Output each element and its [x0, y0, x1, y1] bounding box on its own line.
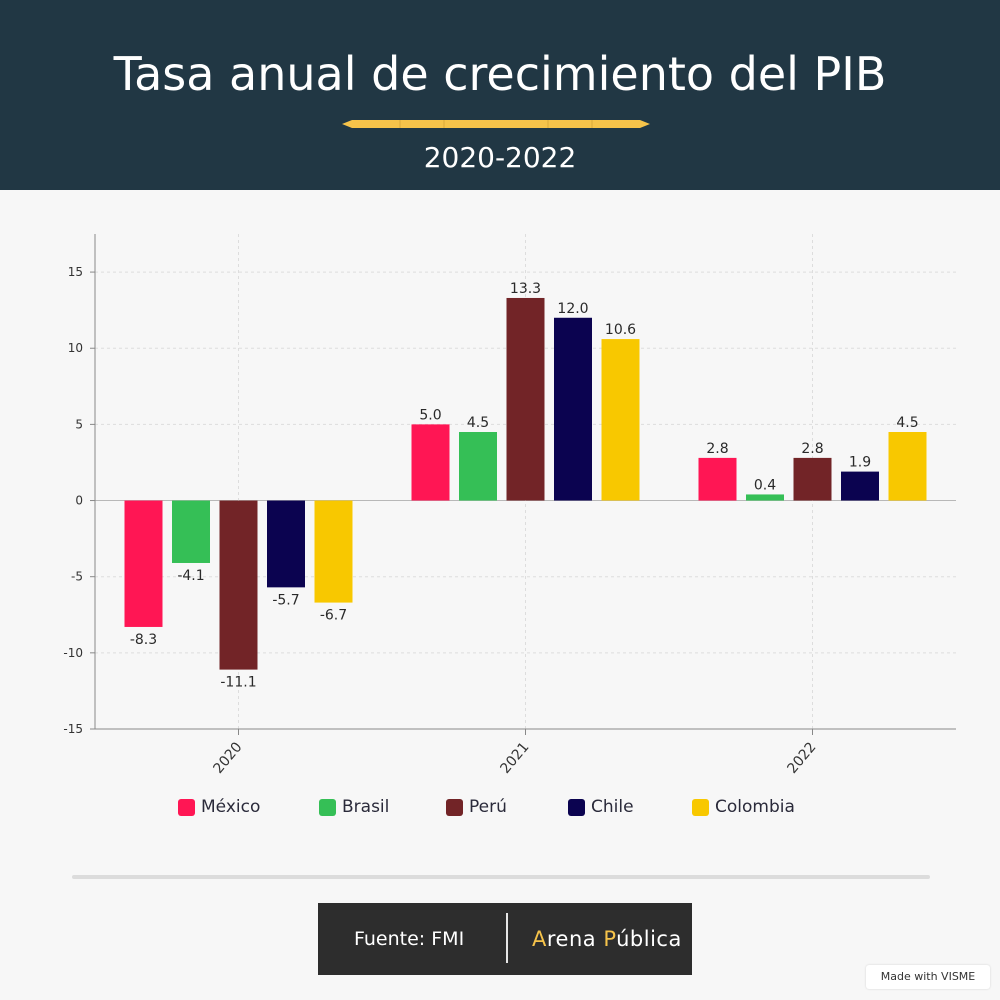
y-tick-label: 10 — [68, 341, 83, 355]
y-tick-label: 15 — [68, 265, 83, 279]
pencil-divider-icon — [342, 120, 650, 128]
data-label: 12.0 — [557, 301, 588, 317]
data-label: -6.7 — [320, 608, 347, 624]
data-label: -5.7 — [272, 592, 299, 608]
bar — [793, 457, 832, 501]
footer-box: Fuente: FMI Arena Pública — [318, 903, 692, 975]
data-label: 1.9 — [849, 455, 871, 471]
bar — [888, 432, 927, 501]
legend-item: Brasil — [319, 795, 389, 819]
brand-text-2: ública — [616, 927, 682, 951]
legend-swatch — [568, 798, 585, 816]
brand-letter-p: P — [603, 927, 617, 951]
made-with-badge[interactable]: Made with VISME — [866, 965, 990, 989]
legend-label: Perú — [469, 797, 507, 817]
legend-swatch — [446, 798, 463, 816]
legend-swatch — [178, 798, 195, 816]
bar — [459, 432, 497, 501]
y-tick-label: 0 — [75, 494, 83, 508]
bar-chart: -8.3 -4.1 -11.1 -5.7 -6.7 5.0 4.5 13.3 12.0 10.6 2… — [63, 234, 956, 777]
x-tick-label: 2020 — [210, 739, 245, 777]
data-label: -4.1 — [177, 568, 204, 584]
brand-letter-a: A — [532, 927, 547, 951]
data-label: 2.8 — [801, 441, 823, 457]
bar — [746, 494, 784, 501]
bar — [841, 471, 879, 501]
legend-item: Perú — [446, 795, 507, 819]
legend-label: Colombia — [715, 797, 795, 817]
legend-item: Colombia — [692, 795, 795, 819]
legend-label: Chile — [591, 797, 634, 817]
legend-swatch — [319, 798, 336, 816]
y-tick-label: 5 — [75, 417, 83, 431]
data-label: 5.0 — [419, 407, 441, 423]
separator-line — [72, 875, 930, 879]
bar — [172, 500, 210, 563]
legend-item: México — [178, 795, 260, 819]
bar — [124, 500, 163, 627]
chart-subtitle: 2020-2022 — [423, 141, 577, 174]
legend-swatch — [692, 798, 709, 816]
legend-item: Chile — [568, 795, 634, 819]
bar — [411, 424, 450, 501]
y-tick-label: -10 — [63, 646, 83, 660]
footer-divider — [506, 913, 508, 963]
data-label: 0.4 — [754, 477, 776, 493]
data-label: 13.3 — [510, 281, 541, 297]
chart-title: Tasa anual de crecimiento del PIB — [113, 47, 887, 101]
bar — [219, 500, 258, 670]
bar — [506, 297, 545, 501]
data-label: -8.3 — [130, 632, 157, 648]
bar — [267, 500, 305, 588]
legend-label: México — [201, 797, 261, 817]
x-tick-label: 2021 — [497, 739, 532, 777]
legend-label: Brasil — [342, 797, 390, 817]
data-label: -11.1 — [220, 675, 256, 691]
data-label: 10.6 — [605, 322, 636, 338]
data-label: 2.8 — [706, 441, 728, 457]
y-tick-label: -15 — [63, 722, 83, 736]
data-label: 4.5 — [896, 415, 918, 431]
chart-legend: México Brasil Perú Chile Colombia — [0, 795, 1000, 819]
bar — [314, 500, 353, 603]
bar — [698, 457, 737, 501]
x-tick-label: 2022 — [784, 739, 819, 777]
header-banner: Tasa anual de crecimiento del PIB 2020-2… — [0, 0, 1000, 190]
brand-logo: Arena Pública — [532, 903, 682, 975]
brand-text-1: rena — [546, 927, 604, 951]
y-tick-label: -5 — [71, 570, 83, 584]
bar — [601, 339, 640, 501]
bar — [554, 317, 592, 501]
data-label: 4.5 — [467, 415, 489, 431]
source-text: Fuente: FMI — [354, 928, 465, 950]
